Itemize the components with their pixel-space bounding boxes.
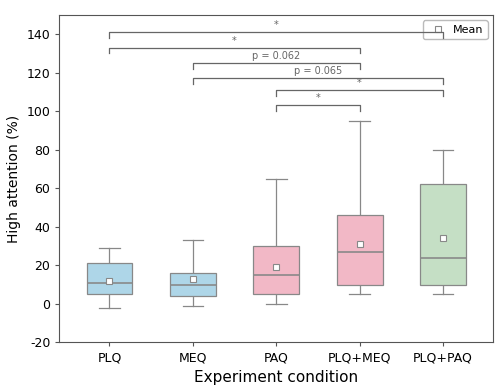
Text: *: * <box>357 78 362 88</box>
X-axis label: Experiment condition: Experiment condition <box>194 370 358 385</box>
Text: *: * <box>274 20 278 30</box>
Bar <box>86 263 132 294</box>
Bar <box>254 246 299 294</box>
Text: p = 0.065: p = 0.065 <box>294 67 342 76</box>
Text: *: * <box>232 36 237 45</box>
Bar <box>170 273 216 296</box>
Bar <box>336 215 382 285</box>
Text: p = 0.062: p = 0.062 <box>252 51 300 61</box>
Bar <box>420 184 466 285</box>
Y-axis label: High attention (%): High attention (%) <box>7 114 21 243</box>
Text: *: * <box>316 93 320 103</box>
Legend: Mean: Mean <box>422 20 488 39</box>
